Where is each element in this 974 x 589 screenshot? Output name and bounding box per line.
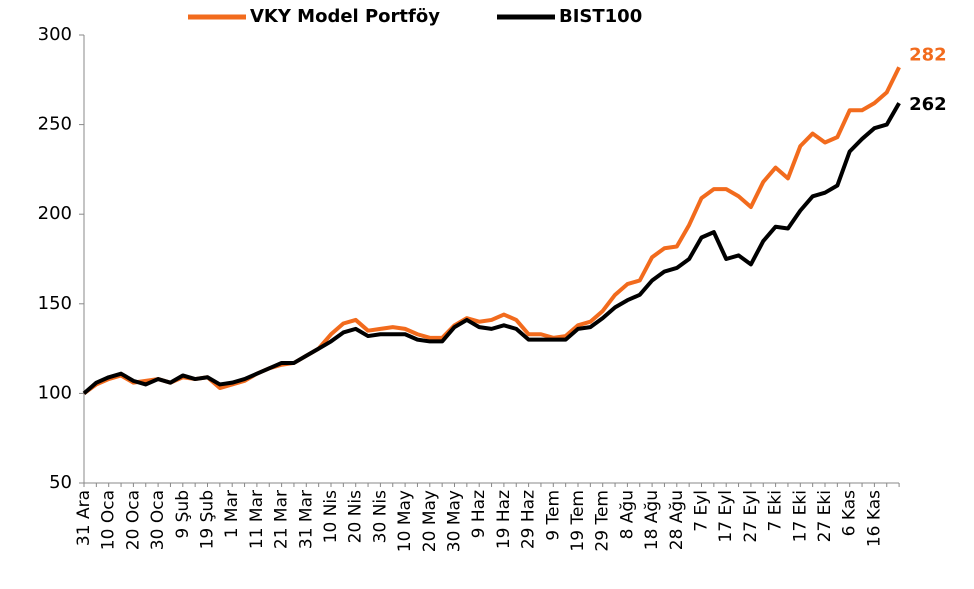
x-tick-label: 19 Tem (568, 490, 588, 552)
x-tick-label: 19 Şub (198, 490, 218, 549)
x-tick-label: 30 May (445, 490, 465, 552)
y-tick-label: 50 (49, 472, 72, 493)
x-tick-label: 28 Ağu (667, 490, 687, 550)
end-label: 282 (909, 44, 947, 65)
x-tick-label: 11 Mar (247, 490, 267, 549)
x-tick-label: 8 Ağu (617, 490, 637, 539)
x-tick-label: 30 Oca (148, 490, 168, 550)
x-tick-label: 9 Tem (543, 490, 563, 541)
x-tick-label: 21 Mar (272, 490, 292, 549)
legend-label: VKY Model Portföy (250, 6, 440, 27)
x-tick-label: 10 May (395, 490, 415, 552)
x-tick-label: 10 Oca (99, 490, 119, 550)
x-tick-label: 29 Tem (593, 490, 613, 552)
x-tick-label: 20 May (420, 490, 440, 552)
legend-label: BIST100 (559, 6, 642, 27)
x-tick-label: 1 Mar (222, 490, 242, 538)
x-tick-label: 30 Nis (370, 490, 390, 543)
x-tick-label: 31 Mar (296, 490, 316, 549)
x-tick-label: 27 Eyl (741, 490, 761, 543)
series-line (82, 102, 901, 395)
series-line (82, 66, 901, 396)
x-tick-label: 27 Eki (815, 490, 835, 542)
y-tick-label: 150 (38, 293, 72, 314)
y-tick-label: 100 (38, 382, 72, 403)
x-tick-label: 9 Haz (469, 490, 489, 538)
y-tick-label: 200 (38, 203, 72, 224)
x-tick-label: 6 Kas (840, 490, 860, 536)
x-tick-label: 7 Eki (766, 490, 786, 532)
x-tick-label: 16 Kas (864, 490, 884, 547)
x-tick-label: 17 Eki (790, 490, 810, 542)
x-tick-label: 19 Haz (494, 490, 514, 549)
x-tick-label: 18 Ağu (642, 490, 662, 550)
x-tick-label: 29 Haz (519, 490, 539, 549)
x-tick-label: 7 Eyl (692, 490, 712, 532)
x-tick-label: 20 Nis (346, 490, 366, 543)
y-tick-label: 250 (38, 114, 72, 135)
x-tick-label: 9 Şub (173, 490, 193, 539)
x-tick-label: 10 Nis (321, 490, 341, 543)
x-tick-label: 20 Oca (123, 490, 143, 550)
x-tick-label: 17 Eyl (716, 490, 736, 543)
x-tick-label: 31 Ara (74, 490, 94, 546)
y-tick-label: 300 (38, 24, 72, 45)
end-label: 262 (909, 94, 947, 115)
